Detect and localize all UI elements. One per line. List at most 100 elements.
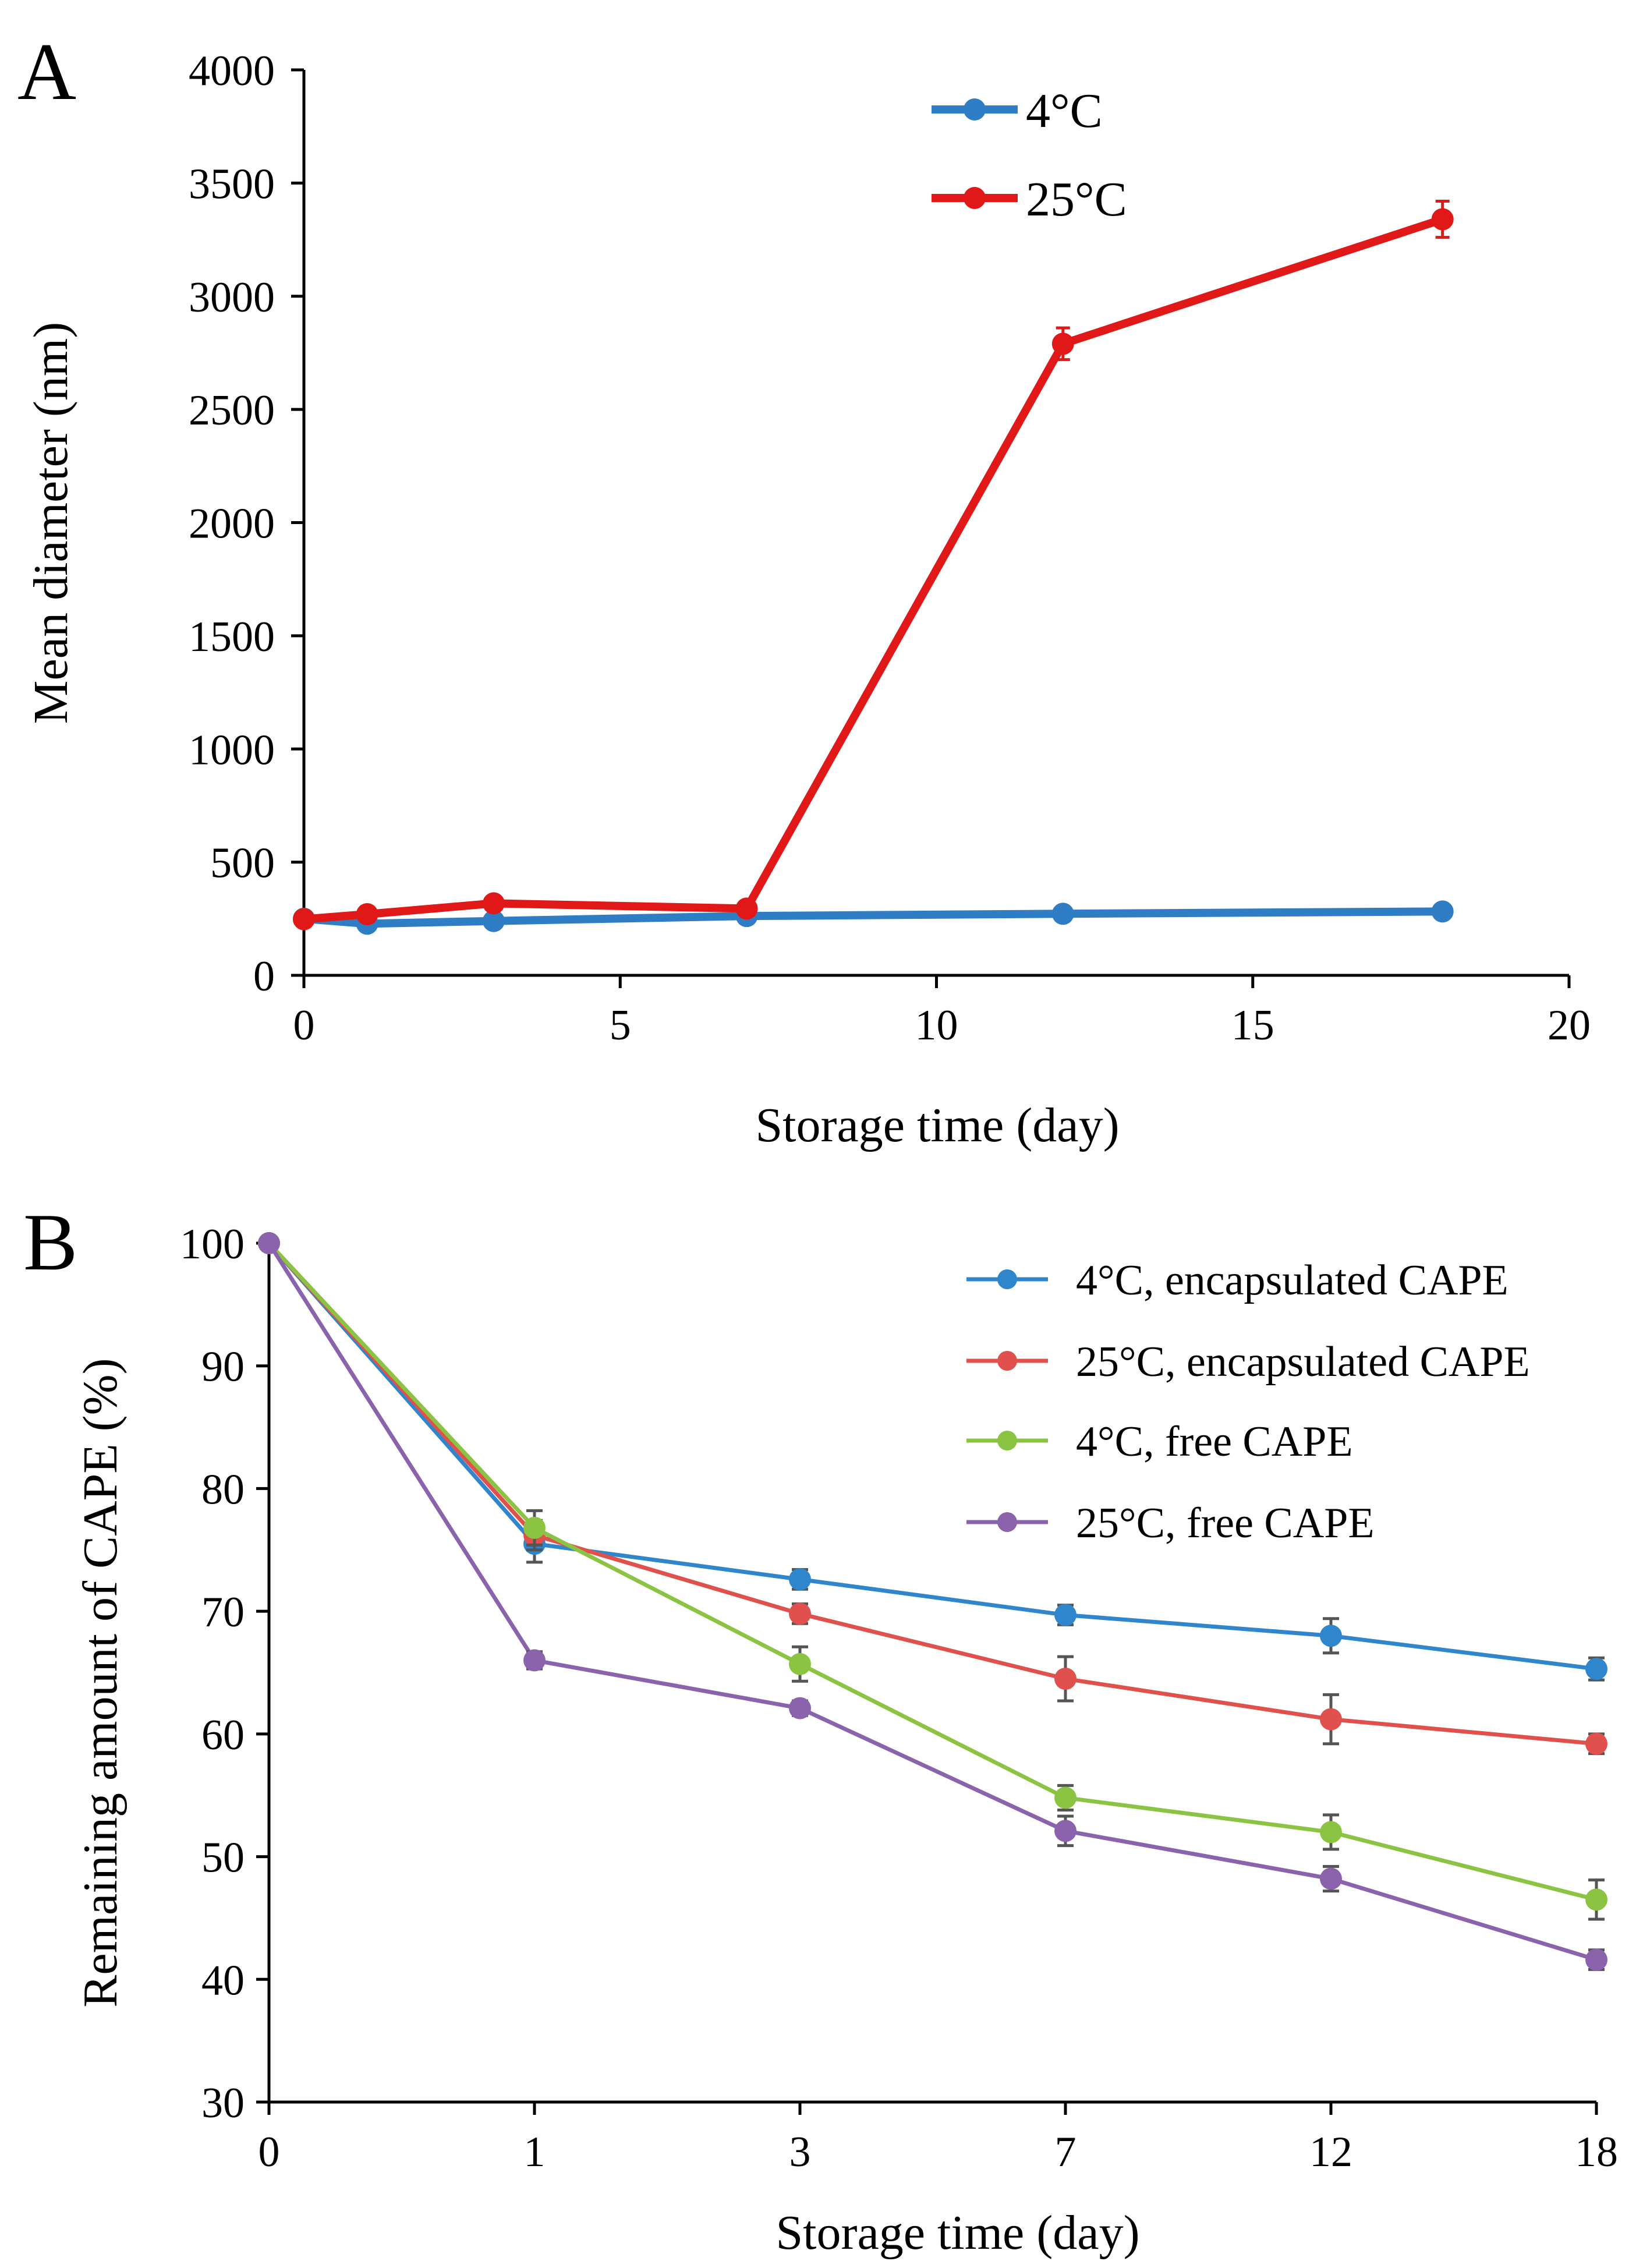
series-line xyxy=(267,1242,1598,1962)
panel-b-x-tick-label: 0 xyxy=(258,2128,280,2176)
panel-b-y-tick-label: 70 xyxy=(201,1588,245,1636)
data-point xyxy=(789,1653,811,1675)
data-point xyxy=(1054,1820,1076,1842)
data-point xyxy=(1320,1708,1342,1731)
panel-a-y-ticks: 0 500 1000 1500 2000 2500 3000 3500 4000 xyxy=(189,47,304,1000)
panel-b-y-tick-label: 60 xyxy=(201,1711,245,1759)
data-point xyxy=(356,903,378,926)
legend-swatch-marker xyxy=(964,187,986,209)
series-line xyxy=(267,1241,1597,1746)
panel-b-y-tick-label: 90 xyxy=(201,1343,245,1391)
panel-a-x-tick-label: 20 xyxy=(1548,1002,1591,1049)
panel-a-label: A xyxy=(17,27,76,117)
legend-label: 25°C xyxy=(1026,172,1127,227)
data-point xyxy=(789,1602,811,1625)
legend-swatch-marker xyxy=(964,98,986,121)
panel-a-y-tick-label: 3500 xyxy=(189,160,275,208)
data-point xyxy=(1431,208,1454,231)
panel-a-x-tick-label: 10 xyxy=(915,1002,958,1049)
panel-b-x-tick-label: 12 xyxy=(1309,2128,1352,2176)
data-point xyxy=(1585,1948,1607,1971)
panel-b-x-tick-label: 3 xyxy=(789,2128,811,2176)
data-point xyxy=(789,1697,811,1719)
panel-b-y-tick-label: 40 xyxy=(201,1956,245,2004)
panel-b-y-tick-label: 50 xyxy=(201,1834,245,1882)
panel-a-chart: A 0 500 1000 1500 2000 2500 3000 3500 4000 0 5 10 1… xyxy=(17,27,1591,1152)
panel-a-legend-item: 4°C xyxy=(932,84,1103,138)
panel-b-y-tick-label: 30 xyxy=(201,2079,245,2127)
panel-b-legend-item: 4°C, free CAPE xyxy=(966,1418,1353,1466)
panel-b-series-4c-encapsulated xyxy=(258,1232,1607,1682)
data-point xyxy=(1320,1625,1342,1647)
panel-a-x-axis-label: Storage time (day) xyxy=(755,1098,1119,1152)
panel-b-legend-item: 25°C, free CAPE xyxy=(966,1499,1375,1547)
panel-a-y-tick-label: 2500 xyxy=(189,387,275,434)
panel-a-x-tick-label: 5 xyxy=(610,1002,631,1049)
panel-b-series xyxy=(258,1232,1607,1971)
legend-label: 25°C, encapsulated CAPE xyxy=(1076,1338,1530,1386)
data-point xyxy=(1320,1821,1342,1844)
data-point xyxy=(1585,1732,1607,1755)
panel-a-series-25c xyxy=(293,199,1454,930)
panel-b-x-tick-label: 1 xyxy=(524,2128,546,2176)
legend-swatch-marker xyxy=(997,1351,1017,1371)
data-point xyxy=(293,908,315,930)
data-point xyxy=(1054,1604,1076,1626)
panel-a-series xyxy=(293,199,1454,935)
panel-a-x-tick-label: 0 xyxy=(293,1002,315,1049)
panel-b-legend: 4°C, encapsulated CAPE 25°C, encapsulated… xyxy=(966,1257,1530,1547)
panel-b-series-4c-free xyxy=(258,1232,1607,1921)
panel-a-y-tick-label: 0 xyxy=(253,953,275,1000)
data-point xyxy=(482,892,505,915)
series-line xyxy=(303,215,1444,924)
panel-a-y-axis-label: Mean diameter (nm) xyxy=(24,322,78,724)
data-point xyxy=(1320,1867,1342,1890)
series-line xyxy=(267,1241,1597,1671)
data-point xyxy=(735,897,758,920)
panel-a-x-tick-label: 15 xyxy=(1231,1002,1274,1049)
panel-b-y-tick-label: 80 xyxy=(201,1466,245,1513)
data-point xyxy=(1051,903,1074,925)
panel-b-y-axis-label: Remaining amount of CAPE (%) xyxy=(73,1358,128,2007)
data-point xyxy=(482,910,505,932)
series-line xyxy=(303,907,1443,928)
panel-b-y-tick-label: 100 xyxy=(180,1220,245,1268)
panel-a-x-ticks: 0 5 10 15 20 xyxy=(293,975,1591,1049)
data-point xyxy=(258,1232,280,1254)
panel-b-legend-item: 4°C, encapsulated CAPE xyxy=(966,1257,1508,1304)
legend-swatch-marker xyxy=(997,1269,1017,1289)
panel-b-x-ticks: 0 1 3 7 12 18 xyxy=(258,2102,1618,2176)
panel-a-y-tick-label: 500 xyxy=(210,840,275,887)
data-point xyxy=(1431,900,1454,923)
legend-swatch-marker xyxy=(997,1431,1017,1450)
panel-b-legend-item: 25°C, encapsulated CAPE xyxy=(966,1338,1530,1386)
data-point xyxy=(1054,1786,1076,1809)
legend-label: 4°C xyxy=(1026,84,1103,138)
data-point xyxy=(1051,332,1074,355)
panel-a-y-tick-label: 1500 xyxy=(189,613,275,661)
panel-a-legend: 4°C 25°C xyxy=(932,84,1127,227)
panel-b-series-25c-free xyxy=(258,1232,1607,1971)
panel-a-y-tick-label: 2000 xyxy=(189,500,275,548)
data-point xyxy=(1585,1658,1607,1680)
legend-label: 4°C, encapsulated CAPE xyxy=(1076,1257,1508,1304)
legend-swatch-marker xyxy=(997,1512,1017,1532)
data-point xyxy=(789,1568,811,1591)
legend-label: 4°C, free CAPE xyxy=(1076,1418,1353,1466)
panel-b-chart: B 30 40 50 60 70 80 90 100 0 1 3 7 12 18 4°C, encaps… xyxy=(23,1197,1618,2260)
panel-a-legend-item: 25°C xyxy=(932,172,1127,227)
panel-a-y-tick-label: 3000 xyxy=(189,274,275,321)
panel-b-x-tick-label: 7 xyxy=(1055,2128,1076,2176)
data-point xyxy=(523,1516,546,1539)
panel-a-y-tick-label: 1000 xyxy=(189,726,275,774)
panel-b-y-ticks: 30 40 50 60 70 80 90 100 xyxy=(180,1220,269,2127)
data-point xyxy=(1585,1888,1607,1911)
data-point xyxy=(1054,1668,1076,1690)
panel-b-x-tick-label: 18 xyxy=(1575,2128,1618,2176)
legend-label: 25°C, free CAPE xyxy=(1076,1499,1375,1547)
panel-a-y-tick-label: 4000 xyxy=(189,47,275,95)
data-point xyxy=(523,1649,546,1672)
series-line xyxy=(267,1241,1597,1902)
panel-b-label: B xyxy=(23,1197,77,1287)
